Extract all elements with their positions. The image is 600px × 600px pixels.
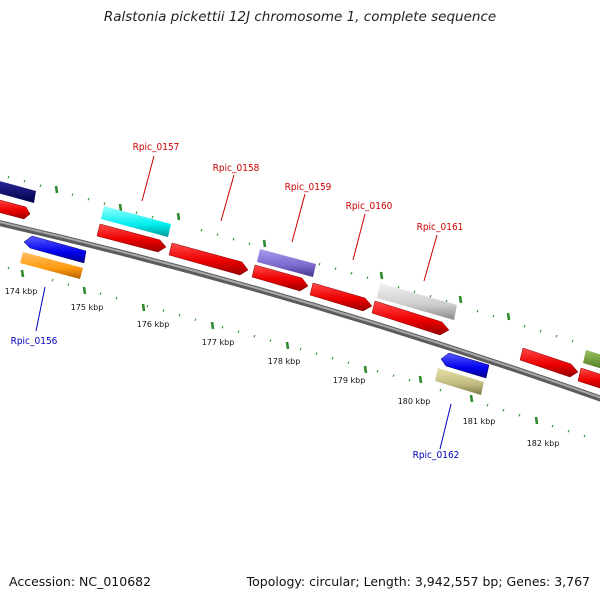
- gene-block[interactable]: [20, 252, 83, 279]
- gene-arrow[interactable]: [440, 352, 490, 379]
- scale-label: 175 kbp: [71, 303, 104, 312]
- chromosome-backbone: [0, 220, 600, 402]
- gene-block[interactable]: [101, 206, 171, 237]
- gene-labels: Rpic_0157 Rpic_0158 Rpic_0159 Rpic_0160 …: [11, 142, 464, 461]
- gene-arrow[interactable]: [371, 300, 450, 336]
- gene-label-rpic-0162[interactable]: Rpic_0162: [413, 450, 460, 461]
- label-pointers: [35, 155, 452, 450]
- gene-arrow[interactable]: [251, 264, 309, 292]
- outer-scale-ring: [7, 175, 574, 343]
- gene-label-rpic-0156[interactable]: Rpic_0156: [11, 336, 58, 347]
- topology-summary: Topology: circular; Length: 3,942,557 bp…: [246, 574, 590, 589]
- scale-label: 176 kbp: [137, 320, 170, 329]
- gene-arrow[interactable]: [577, 367, 600, 390]
- gene-arrow[interactable]: [309, 282, 373, 312]
- gene-label-rpic-0157[interactable]: Rpic_0157: [133, 142, 180, 153]
- gene-block[interactable]: [583, 350, 600, 370]
- scale-label: 174 kbp: [5, 287, 38, 296]
- map-title: Ralstonia pickettii 12J chromosome 1, co…: [103, 9, 497, 25]
- gene-arrow[interactable]: [0, 199, 31, 220]
- reverse-strand-genes: [20, 235, 490, 395]
- gene-block[interactable]: [257, 249, 316, 277]
- gene-block[interactable]: [0, 180, 36, 203]
- gene-block[interactable]: [377, 283, 457, 320]
- forward-colored-genes: [0, 180, 600, 370]
- gene-arrow[interactable]: [96, 223, 167, 253]
- scale-label: 180 kbp: [398, 397, 431, 406]
- scale-label: 177 kbp: [202, 338, 235, 347]
- scale-label: 178 kbp: [268, 357, 301, 366]
- gene-label-rpic-0158[interactable]: Rpic_0158: [213, 163, 260, 174]
- gene-label-rpic-0160[interactable]: Rpic_0160: [346, 201, 393, 212]
- inner-scale-ring: [7, 266, 586, 438]
- gene-arrow[interactable]: [23, 235, 87, 264]
- gene-label-rpic-0161[interactable]: Rpic_0161: [417, 222, 464, 233]
- gene-block[interactable]: [435, 368, 484, 395]
- forward-strand-genes: [0, 199, 600, 390]
- accession-text: Accession: NC_010682: [9, 574, 152, 589]
- gene-arrow[interactable]: [519, 347, 579, 378]
- scale-label: 181 kbp: [463, 417, 496, 426]
- scale-label: 182 kbp: [527, 439, 560, 448]
- gene-arrow[interactable]: [168, 242, 249, 276]
- gene-label-rpic-0159[interactable]: Rpic_0159: [285, 182, 332, 193]
- scale-labels: 174 kbp 175 kbp 176 kbp 177 kbp 178 kbp …: [5, 287, 560, 448]
- scale-label: 179 kbp: [333, 376, 366, 385]
